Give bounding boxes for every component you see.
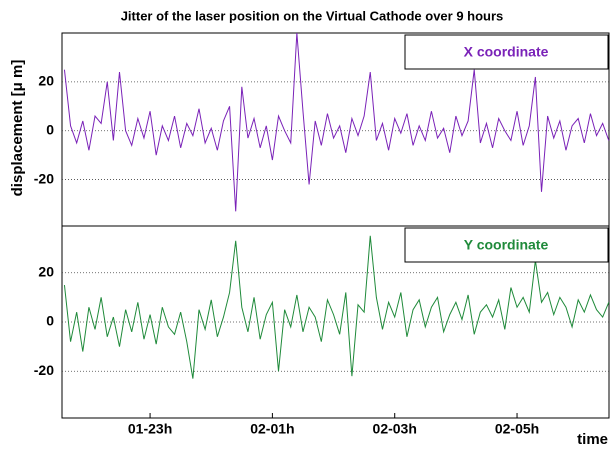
series-line [63,235,610,379]
y-tick-label: 0 [46,313,54,329]
x-tick-label: 02-05h [495,421,539,437]
y-tick-label: -20 [34,170,54,186]
series-line [63,32,610,212]
legend-box [404,34,609,70]
x-tick-label: 02-01h [250,421,294,437]
y-tick-label: 20 [38,73,54,89]
x-axis-label: time [577,431,608,448]
chart-title: Jitter of the laser position on the Virt… [121,8,504,23]
legend-box [404,227,609,263]
x-tick-label: 02-03h [373,421,417,437]
y-tick-label: 0 [46,121,54,137]
y-tick-label: -20 [34,362,54,378]
y-axis-label: displacement [μ m] [9,60,26,197]
y-tick-label: 20 [38,263,54,279]
x-tick-label: 01-23h [128,421,172,437]
legend-label: X coordinate [464,44,549,60]
legend-label: Y coordinate [464,237,549,253]
